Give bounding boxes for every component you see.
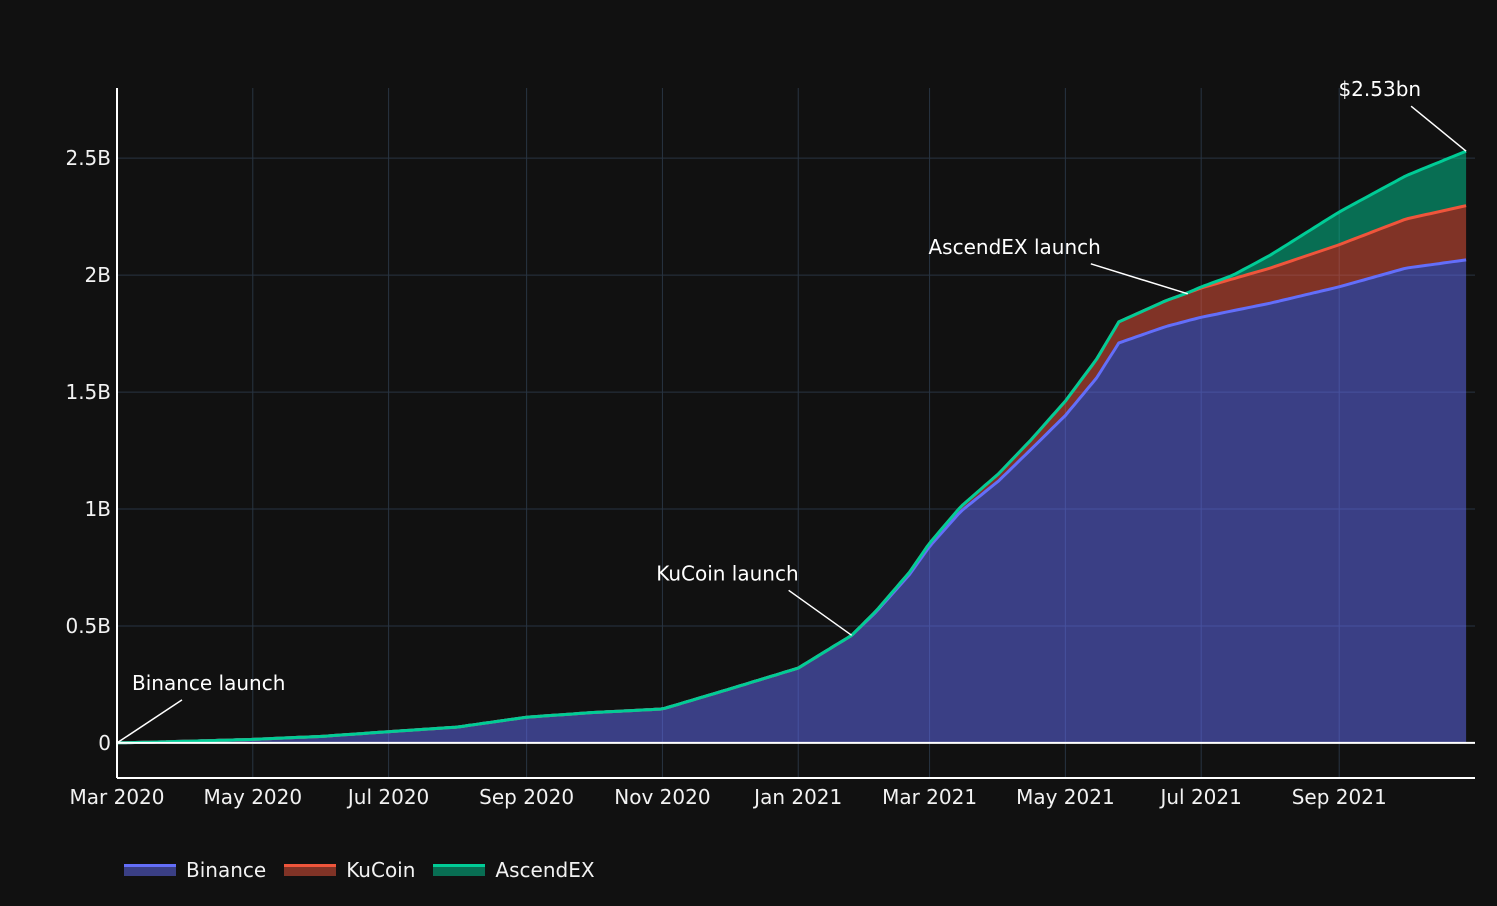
y-tick-label: 0 (98, 731, 111, 755)
ascendex-launch-annotation: AscendEX launch (929, 235, 1101, 259)
annotation-arrow (116, 699, 183, 744)
binance-area (117, 259, 1467, 743)
annotation-arrow (1090, 263, 1189, 295)
binance-launch-annotation: Binance launch (132, 671, 285, 695)
ascendex-swatch (433, 864, 486, 876)
legend-item-binance[interactable]: Binance (124, 858, 266, 882)
y-tick-label: 0.5B (65, 614, 111, 638)
x-tick-label: Mar 2020 (70, 785, 165, 809)
x-tick-label: May 2020 (203, 785, 302, 809)
x-tick-label: Jul 2020 (346, 785, 429, 809)
kucoin-area (117, 205, 1467, 743)
annotation-arrow (1410, 105, 1467, 152)
annotation-arrow (788, 589, 853, 636)
legend-label-kucoin: KuCoin (346, 858, 416, 882)
x-tick-label: May 2021 (1016, 785, 1115, 809)
legend-label-binance: Binance (186, 858, 267, 882)
x-tick-label: Mar 2021 (882, 785, 977, 809)
axes (116, 88, 1475, 779)
series-lines (116, 149, 1467, 745)
legend-label-ascendex: AscendEX (495, 858, 595, 882)
annotations: Binance launch KuCoin launch AscendEX laun… (116, 77, 1467, 744)
binance-swatch (124, 864, 176, 876)
ascendex-line (116, 149, 1467, 745)
series-areas (117, 151, 1467, 743)
2-53bn-annotation: $2.53bn (1338, 77, 1421, 101)
x-tick-label: Jan 2021 (752, 785, 842, 809)
x-tick-label: Nov 2020 (614, 785, 710, 809)
y-tick-label: 1.5B (65, 380, 111, 404)
x-tick-label: Sep 2020 (479, 785, 574, 809)
y-tick-label: 1B (85, 497, 111, 521)
tick-labels: Mar 2020 May 2020 Jul 2020 Sep 2020 Nov 2020… (65, 146, 1386, 809)
x-tick-label: Jul 2021 (1158, 785, 1241, 809)
y-tick-label: 2B (85, 263, 111, 287)
legend-item-kucoin[interactable]: KuCoin (284, 858, 415, 882)
kucoin-swatch (284, 864, 337, 876)
y-tick-label: 2.5B (65, 146, 111, 170)
kucoin-launch-annotation: KuCoin launch (656, 561, 798, 585)
x-tick-label: Sep 2021 (1292, 785, 1387, 809)
legend: Binance KuCoin AscendEX (124, 858, 595, 882)
legend-item-ascendex[interactable]: AscendEX (433, 858, 595, 882)
